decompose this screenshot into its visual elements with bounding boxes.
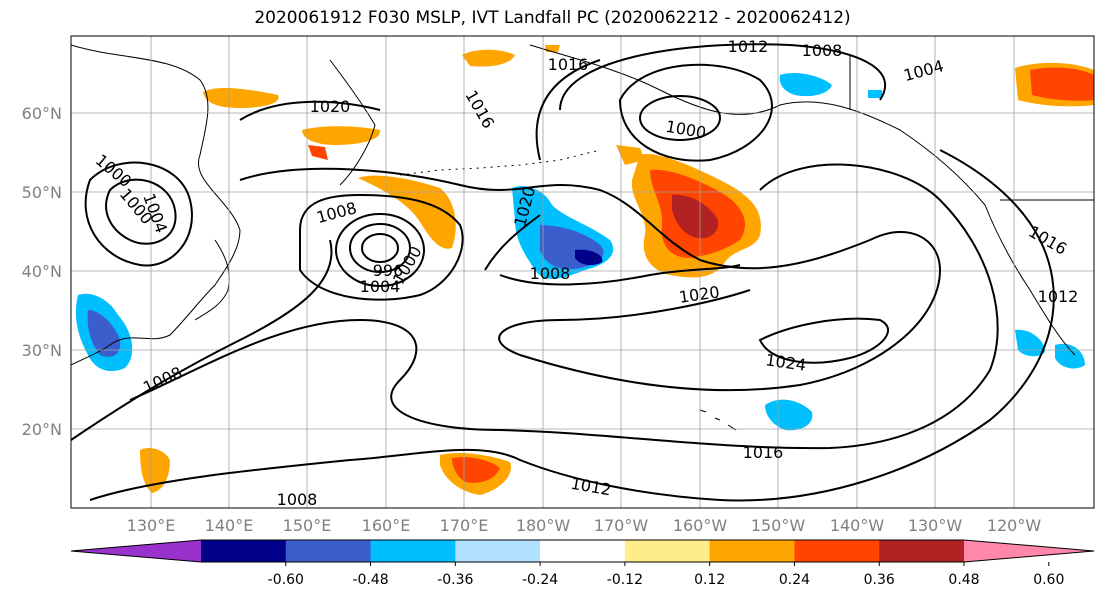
ivt-patch-okhotsk (203, 88, 279, 108)
contour-1024 (758, 317, 890, 364)
contour-1004-low (335, 213, 425, 287)
contour-label: 1016 (743, 443, 784, 462)
contour-1000-asia (105, 178, 177, 245)
lon-label: 150°W (751, 516, 806, 535)
contour-label: 1016 (548, 55, 589, 74)
colorbar-swatch (879, 540, 965, 562)
contour-label: 1008 (277, 490, 318, 509)
colorbar-swatch (370, 540, 456, 562)
ivt-patch-bering (302, 126, 381, 145)
contour-label: 1020 (310, 97, 351, 116)
colorbar-swatch (455, 540, 541, 562)
colorbar-tick-label: -0.36 (437, 572, 473, 588)
ivt-patch-west-core (87, 310, 121, 357)
colorbar-swatch (794, 540, 880, 562)
colorbar: -0.60 -0.48 -0.36 -0.24 -0.12 0.12 0.24 0.36 0.4… (70, 539, 1095, 588)
ivt-patch-north (462, 49, 515, 67)
contour-label: 1008 (802, 41, 843, 60)
latitude-labels: 60°N 50°N 40°N 30°N 20°N (22, 104, 62, 439)
contour-1008-west (71, 239, 333, 441)
contour-1020-east (499, 264, 741, 286)
lon-label: 130°W (908, 516, 963, 535)
contour-1004-alaska (618, 63, 773, 162)
contour-1000-low (349, 223, 411, 273)
map-frame (70, 35, 1095, 509)
contour-1004-asia (84, 161, 193, 267)
colorbar-swatch (709, 540, 795, 562)
colorbar-swatch (285, 540, 372, 562)
lon-label: 180°W (516, 516, 571, 535)
lon-label: 160°W (673, 516, 728, 535)
mslp-contours (71, 43, 1055, 502)
colorbar-tick-label: -0.24 (522, 572, 558, 588)
coast-north-america (529, 44, 1076, 356)
colorbar-tick-label: 0.60 (1033, 572, 1064, 588)
colorbar-tick-label: 0.48 (948, 572, 979, 588)
lon-label: 120°W (987, 516, 1042, 535)
ivt-patch-canada-core (1030, 67, 1094, 101)
ivt-patch-bering-core (308, 145, 328, 160)
contour-996 (361, 233, 399, 263)
map-title: 2020061912 F030 MSLP, IVT Landfall PC (2… (254, 8, 851, 28)
colorbar-swatch (201, 540, 287, 562)
contour-1012 (89, 149, 1055, 502)
contour-1008-alaska (559, 43, 887, 111)
ivt-patch-hawaii (765, 399, 813, 431)
colorbar-swatch (624, 540, 711, 562)
contour-1000-alaska (639, 95, 721, 141)
longitude-labels: 130°E 140°E 150°E 160°E 170°E 180°W 170°… (127, 516, 1042, 535)
lon-label: 150°E (283, 516, 332, 535)
lon-label: 170°W (594, 516, 649, 535)
lat-label: 60°N (22, 104, 62, 123)
ivt-patch-alaska (779, 73, 832, 97)
contour-1008-low (299, 193, 464, 301)
ivt-patch-gulf (616, 145, 645, 165)
contour-1020-north (239, 100, 381, 121)
lat-label: 50°N (22, 183, 62, 202)
colorbar-extend-high (964, 540, 1094, 562)
ivt-patch-east-pacific-max (672, 194, 719, 239)
contour-label: 1004 (360, 277, 401, 296)
contour-1020 (239, 167, 942, 392)
lon-label: 140°E (205, 516, 254, 535)
colorbar-tick-label: -0.12 (607, 572, 643, 588)
ivt-shading (75, 45, 1094, 495)
contour-label: 996 (373, 261, 404, 280)
colorbar-tick-label: -0.48 (352, 572, 388, 588)
contour-1016 (129, 163, 999, 450)
contour-label: 1012 (1038, 287, 1079, 306)
lat-label: 30°N (22, 341, 62, 360)
contour-1016-north (535, 59, 601, 161)
contour-1020-mid (484, 214, 541, 271)
lon-label: 170°E (440, 516, 489, 535)
ivt-patch-alaska-small (868, 90, 882, 98)
contour-label: 1008 (530, 264, 571, 283)
lon-label: 160°E (362, 516, 411, 535)
lat-label: 40°N (22, 262, 62, 281)
ivt-patch-philippine (140, 448, 170, 493)
colorbar-tick-label: 0.12 (694, 572, 725, 588)
colorbar-outline (70, 539, 1095, 563)
ivt-patch-north-small (545, 45, 560, 52)
lon-label: 140°W (830, 516, 885, 535)
colorbar-extend-low (71, 540, 201, 562)
lon-label: 130°E (127, 516, 176, 535)
coast-japan (194, 239, 230, 321)
colorbar-tick-label: 0.24 (779, 572, 810, 588)
colorbar-tick-label: 0.36 (864, 572, 895, 588)
ivt-patch-central-max (575, 249, 603, 266)
colorbar-swatch (540, 540, 626, 562)
colorbar-tick-label: -0.60 (268, 572, 304, 588)
ivt-patch-kuril (358, 175, 456, 249)
lat-label: 20°N (22, 420, 62, 439)
coast-asia (71, 44, 241, 366)
graticule (71, 36, 1094, 508)
contour-label: 1012 (728, 37, 769, 56)
